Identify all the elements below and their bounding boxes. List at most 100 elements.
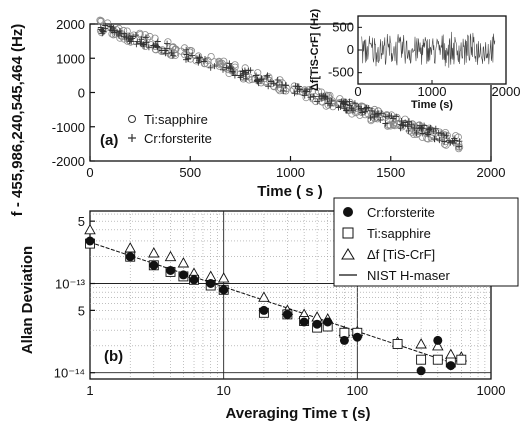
a-y-tick-label: -1000 [52,120,85,135]
a-point-cr-forsterite [436,137,443,144]
a-point-cr-forsterite [227,65,234,72]
a-y-tick-label: 2000 [56,17,85,32]
a-point-cr-forsterite [258,75,265,82]
a-point-cr-forsterite [200,58,207,65]
a-point-ti-sapphire [274,85,283,93]
a-point-cr-forsterite [252,72,259,79]
a-point-cr-forsterite [456,143,463,150]
b-point-cr-forsterite [166,266,175,275]
b-x-tick-label: 10 [216,383,230,398]
a-point-cr-forsterite [163,45,170,52]
panel-b-legend: Cr:forsterite Ti:sapphire Δf [TiS-CrF] N… [333,197,519,287]
a-point-cr-forsterite [189,52,196,59]
a-point-cr-forsterite [306,86,313,93]
a-point-cr-forsterite [231,72,238,79]
a-x-tick-label: 0 [86,165,93,180]
a-point-ti-sapphire [216,59,224,68]
a-point-cr-forsterite [100,28,107,35]
a-point-cr-forsterite [137,40,144,47]
b-point-ti-sapphire [432,354,443,365]
b-y-tick-label: 5 [78,303,85,318]
inset-noise-line [361,31,496,68]
b-point-delta-f [415,338,427,349]
a-point-cr-forsterite [193,55,200,62]
inset-background [352,10,513,85]
a-point-cr-forsterite [169,52,176,59]
legend-label-h-maser: NIST H-maser [367,268,450,283]
a-point-ti-sapphire [171,45,179,54]
panel-b-legend-box [333,197,519,287]
a-point-cr-forsterite [207,64,214,71]
a-point-cr-forsterite [195,59,202,66]
a-point-cr-forsterite [115,31,122,37]
a-point-cr-forsterite [362,108,369,115]
a-point-ti-sapphire [418,133,426,141]
a-point-cr-forsterite [154,38,161,45]
a-point-ti-sapphire [187,47,195,55]
b-point-cr-forsterite [219,285,229,295]
panel-b-ticks: 1 10 100 1000 5 10⁻¹³ 5 10⁻¹⁴ [54,214,506,398]
legend-label-cr-forsterite-b: Cr:forsterite [367,205,435,220]
a-point-cr-forsterite [431,136,438,142]
panel-a-ylabel: f - 455,986,240,545,464 (Hz) [9,24,26,217]
a-point-cr-forsterite [351,100,358,107]
a-point-cr-forsterite [405,127,412,134]
b-point-ti-sapphire [456,354,467,365]
legend-marker-cr-forsterite [128,134,136,142]
a-point-cr-forsterite [138,41,145,48]
a-point-cr-forsterite [371,111,378,117]
b-point-cr-forsterite [282,309,292,319]
a-point-cr-forsterite [274,81,280,88]
a-point-cr-forsterite [220,66,226,73]
inset-y-tick-label: 500 [332,19,354,34]
a-point-ti-sapphire [231,61,239,69]
a-point-ti-sapphire [164,38,172,46]
a-point-cr-forsterite [263,73,270,80]
a-point-ti-sapphire [390,119,399,127]
a-point-cr-forsterite [369,107,376,114]
a-point-cr-forsterite [168,50,175,56]
a-point-ti-sapphire [368,108,377,116]
a-point-cr-forsterite [228,63,235,70]
a-point-cr-forsterite [126,38,133,45]
a-point-cr-forsterite [425,126,432,132]
panel-b-frame [89,210,492,380]
a-point-cr-forsterite [335,104,342,111]
a-point-cr-forsterite [121,33,128,40]
a-point-cr-forsterite [111,29,118,36]
a-point-cr-forsterite [183,46,190,53]
legend-marker-ti-sapphire-b [342,227,354,239]
a-point-cr-forsterite [419,125,426,132]
a-point-cr-forsterite [264,72,271,79]
a-point-cr-forsterite [447,139,454,146]
a-point-cr-forsterite [377,117,384,123]
a-x-tick-label: 1000 [276,165,305,180]
a-point-ti-sapphire [386,121,394,129]
b-y-tick-label: 10⁻¹³ [55,277,86,292]
legend-label-cr-forsterite: Cr:forsterite [144,131,212,146]
a-point-cr-forsterite [456,138,463,145]
panel-a: 0 500 1000 1500 2000 2000 1000 0 -1000 -2000 Time… [52,9,521,200]
a-point-cr-forsterite [328,98,335,104]
a-point-cr-forsterite [430,128,437,135]
a-point-ti-sapphire [435,128,444,136]
inset-x-tick-label: 1000 [418,84,447,99]
a-point-cr-forsterite [417,122,423,129]
a-point-cr-forsterite [107,23,114,30]
a-point-cr-forsterite [126,33,133,39]
a-point-cr-forsterite [125,35,132,42]
a-point-cr-forsterite [254,76,261,83]
a-point-ti-sapphire [104,19,112,27]
inset-x-tick-label: 2000 [492,84,521,99]
panel-a-ticks: 0 500 1000 1500 2000 2000 1000 0 -1000 -2000 [52,17,506,180]
a-point-cr-forsterite [413,129,420,136]
b-point-delta-f [217,272,230,283]
a-point-cr-forsterite [239,68,246,75]
a-point-cr-forsterite [362,105,369,112]
a-point-cr-forsterite [230,68,237,75]
inset-data [361,31,496,68]
b-point-cr-forsterite [312,319,322,329]
a-point-cr-forsterite [359,109,366,116]
